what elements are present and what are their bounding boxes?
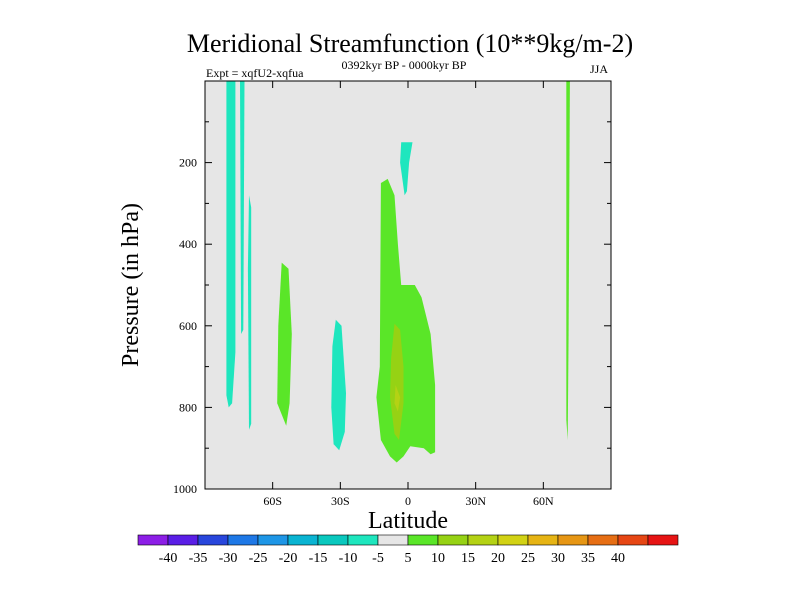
y-tick-label: 200 — [179, 156, 197, 170]
x-tick-label: 30S — [331, 494, 350, 508]
colorbar-label: -35 — [189, 551, 208, 566]
colorbar-box — [437, 534, 469, 546]
region-neg-sh-polar-cell — [226, 81, 236, 408]
y-tick-label: 400 — [179, 237, 197, 251]
colorbar-label: -40 — [159, 551, 178, 566]
colorbar-box — [377, 534, 409, 546]
colorbar-label: -20 — [279, 551, 298, 566]
colorbar-box — [347, 534, 379, 546]
region-neg-sh-subtropics — [331, 319, 346, 451]
x-tick-label: 0 — [405, 494, 411, 508]
colorbar-label: -15 — [309, 551, 328, 566]
colorbar-label: 15 — [461, 551, 475, 566]
colorbar-label: -25 — [249, 551, 268, 566]
region-pos-equatorial-inner — [390, 323, 404, 440]
colorbar-box — [587, 534, 619, 546]
colorbar-label: 10 — [431, 551, 445, 566]
colorbar: -40 -35 -30 -25 -20 -15 -10 -5 5 10 15 20 25 30 35 40 — [137, 534, 679, 566]
left-string: Expt = xqfU2-xqfua — [206, 66, 304, 80]
colorbar-box — [557, 534, 589, 546]
colorbar-label: -5 — [372, 551, 384, 566]
center-string: 0392kyr BP - 0000kyr BP — [342, 58, 467, 72]
y-tick-label: 1000 — [173, 482, 197, 496]
colorbar-box — [617, 534, 649, 546]
x-axis-label: Latitude — [368, 508, 448, 534]
y-axis-label: Pressure (in hPa) — [118, 203, 144, 367]
region-pos-equatorial-max — [394, 385, 401, 412]
colorbar-label: -10 — [339, 551, 358, 566]
colorbar-label: 30 — [551, 551, 565, 566]
colorbar-box — [197, 534, 229, 546]
chart-title: Meridional Streamfunction (10**9kg/m-2) — [187, 29, 633, 58]
contour-regions — [226, 81, 570, 463]
colorbar-box — [137, 534, 169, 546]
colorbar-label: 20 — [491, 551, 505, 566]
colorbar-box — [167, 534, 199, 546]
region-pos-nh-polar-strip — [566, 81, 570, 440]
x-tick-label: 60S — [263, 494, 282, 508]
region-neg-sh-strip-2 — [247, 195, 252, 430]
colorbar-label: 5 — [405, 551, 412, 566]
colorbar-label: -30 — [219, 551, 238, 566]
colorbar-label: 40 — [611, 551, 625, 566]
colorbar-label: 35 — [581, 551, 595, 566]
colorbar-box — [227, 534, 259, 546]
x-tick-label: 60N — [533, 494, 554, 508]
colorbar-box — [497, 534, 529, 546]
region-pos-sh-midlat — [277, 262, 292, 426]
y-tick-label: 800 — [179, 400, 197, 414]
axis-ticks: 60S 30S 0 30N 60N 200 400 600 800 1000 — [173, 81, 611, 508]
colorbar-box — [527, 534, 559, 546]
colorbar-box — [317, 534, 349, 546]
region-neg-tropical-upper — [400, 142, 413, 196]
colorbar-box — [287, 534, 319, 546]
colorbar-box — [257, 534, 289, 546]
region-neg-sh-strip-1 — [240, 81, 245, 334]
colorbar-label: 25 — [521, 551, 535, 566]
colorbar-box — [467, 534, 499, 546]
colorbar-box — [647, 534, 679, 546]
right-string: JJA — [590, 62, 608, 76]
colorbar-box — [407, 534, 439, 546]
y-tick-label: 600 — [179, 319, 197, 333]
x-tick-label: 30N — [465, 494, 486, 508]
